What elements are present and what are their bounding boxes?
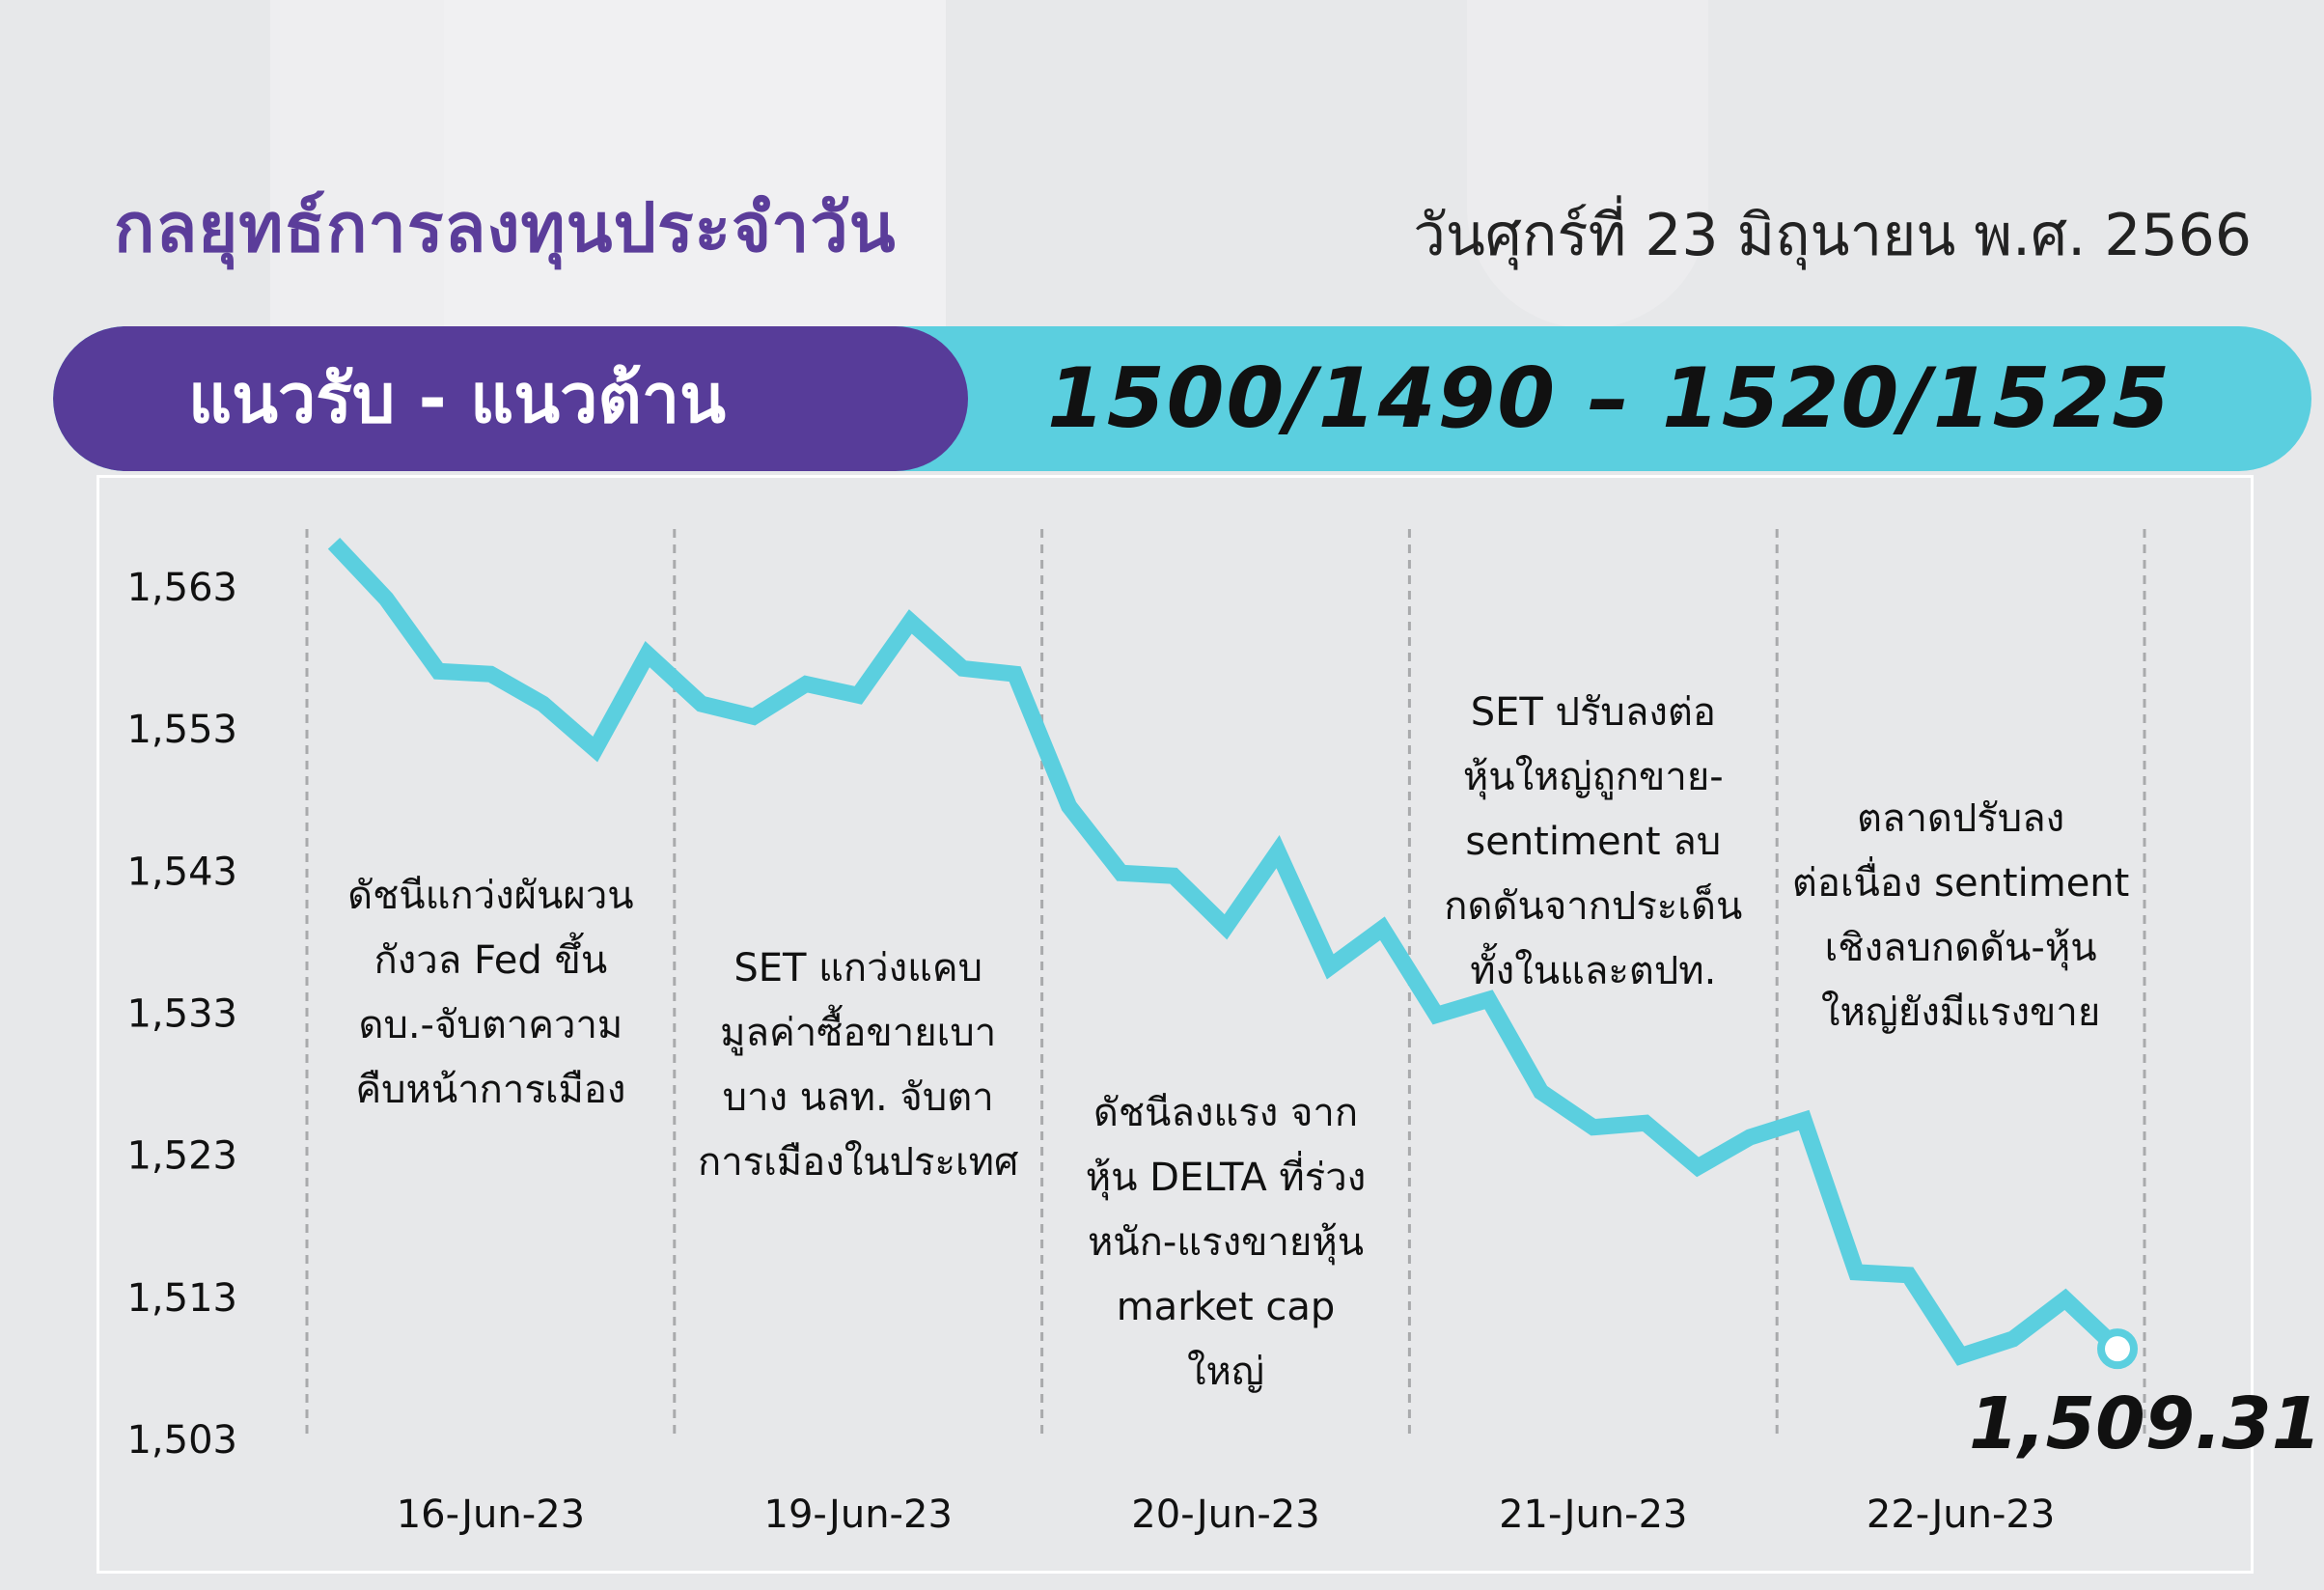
index-data-point: [857, 694, 859, 696]
support-resistance-band: แนวรับ - แนวต้าน 1500/1490 – 1520/1525: [53, 326, 2311, 471]
annotation-line: กดดันจากประเด็น: [1444, 884, 1743, 929]
day-annotation: ตลาดปรับลงต่อเนื่อง sentiment เชิงลบกดดัน…: [1778, 787, 2144, 1046]
index-series-line: [327, 537, 2123, 1366]
x-category-label: 19-Jun-23: [764, 1492, 953, 1537]
annotation-line: หนัก-แรงขายหุ้น: [1087, 1220, 1365, 1265]
index-data-point: [1381, 928, 1383, 930]
annotation-line: มูลค่าซื้อขายเบา: [720, 1011, 997, 1055]
y-tick-label: 1,533: [126, 992, 237, 1037]
index-data-point: [385, 598, 387, 600]
annotation-line: ดัชนีแกว่งผันผวน: [347, 874, 634, 918]
y-tick-label: 1,523: [126, 1134, 237, 1179]
index-data-point: [1960, 1355, 1962, 1357]
index-data-point: [1277, 851, 1279, 852]
background-decoration: [270, 0, 444, 328]
index-data-point: [595, 748, 596, 750]
index-data-point: [1592, 1127, 1594, 1129]
index-data-point: [1120, 872, 1122, 874]
background-decoration: [444, 0, 946, 328]
annotation-line: ต่อเนื่อง sentiment: [1791, 861, 2130, 906]
annotation-line: หุ้น DELTA ที่ร่วง: [1085, 1156, 1367, 1200]
y-tick-label: 1,553: [126, 708, 237, 752]
y-tick-label: 1,543: [126, 850, 237, 894]
x-category-label: 20-Jun-23: [1131, 1492, 1319, 1537]
index-data-point: [1014, 673, 1016, 675]
index-data-point: [2064, 1298, 2066, 1300]
index-data-point: [909, 621, 911, 623]
x-category-label: 22-Jun-23: [1867, 1492, 2055, 1537]
index-data-point: [1329, 965, 1331, 967]
day-annotation: SET แกว่งแคบมูลค่าซื้อขายเบาบาง นลท. จับ…: [675, 936, 1041, 1195]
index-data-point: [1435, 1014, 1437, 1016]
annotation-line: SET แกว่งแคบ: [733, 946, 983, 990]
report-date: วันศุกร์ที่ 23 มิถุนายน พ.ศ. 2566: [1413, 202, 2252, 269]
y-tick-label: 1,563: [126, 566, 237, 610]
support-resistance-label: แนวรับ - แนวต้าน: [188, 359, 726, 438]
annotation-line: บาง นลท. จับตา: [722, 1075, 994, 1120]
day-annotation: ดัชนีแกว่งผันผวนกังวล Fed ขึ้นดบ.-จับตาค…: [307, 864, 674, 1123]
day-annotation: SET ปรับลงต่อหุ้นใหญ่ถูกขาย-sentiment ลบ…: [1410, 681, 1777, 1004]
index-data-point: [1749, 1136, 1751, 1138]
index-data-point: [1173, 875, 1175, 877]
index-data-point: [1540, 1091, 1542, 1093]
index-data-point: [2012, 1338, 2014, 1340]
annotation-line: ใหญ่: [1187, 1350, 1264, 1394]
annotation-line: หุ้นใหญ่ถูกขาย-: [1462, 755, 1724, 799]
index-data-point: [1855, 1271, 1857, 1273]
annotation-line: ใหญ่ยังมีแรงขาย: [1820, 990, 2101, 1035]
annotation-line: sentiment ลบ: [1465, 820, 1722, 864]
last-point-marker: [2097, 1328, 2138, 1370]
chart-frame: [97, 475, 2254, 1574]
index-data-point: [489, 673, 491, 675]
index-data-point: [1068, 805, 1070, 807]
page-title: กลยุทธ์การลงทุนประจำวัน: [114, 188, 897, 267]
index-data-point: [1803, 1119, 1805, 1121]
index-data-point: [1645, 1122, 1646, 1124]
annotation-line: SET ปรับลงต่อ: [1470, 690, 1716, 735]
y-tick-label: 1,503: [126, 1418, 237, 1463]
support-resistance-value: 1500/1490 – 1520/1525: [1047, 350, 2172, 447]
y-tick-label: 1,513: [126, 1276, 237, 1321]
day-annotation: ดัชนีลงแรง จากหุ้น DELTA ที่ร่วงหนัก-แรง…: [1042, 1081, 1409, 1405]
index-data-point: [701, 703, 703, 705]
index-data-point: [437, 670, 439, 672]
annotation-line: ตลาดปรับลง: [1856, 796, 2065, 841]
background-decoration: [1467, 0, 1708, 328]
annotation-line: market cap: [1116, 1285, 1336, 1329]
annotation-line: ดบ.-จับตาความ: [358, 1003, 623, 1047]
index-data-point: [647, 654, 649, 656]
index-data-point: [542, 703, 544, 705]
annotation-line: กังวล Fed ขึ้น: [374, 938, 608, 983]
last-value-label: 1,509.31: [1969, 1382, 2322, 1465]
support-resistance-label-box: แนวรับ - แนวต้าน: [53, 326, 968, 471]
annotation-line: การเมืองในประเทศ: [697, 1140, 1019, 1185]
index-data-point: [805, 683, 807, 685]
index-data-point: [1697, 1166, 1699, 1168]
x-category-label: 21-Jun-23: [1499, 1492, 1687, 1537]
x-category-label: 16-Jun-23: [397, 1492, 585, 1537]
index-data-point: [961, 667, 963, 669]
index-data-point: [753, 715, 755, 717]
annotation-line: ทั้งในและตปท.: [1470, 949, 1717, 993]
index-data-point: [1907, 1274, 1909, 1276]
annotation-line: เชิงลบกดดัน-หุ้น: [1824, 926, 2097, 970]
index-data-point: [1225, 926, 1227, 928]
annotation-line: คืบหน้าการเมือง: [355, 1068, 626, 1112]
index-data-point: [333, 543, 335, 544]
annotation-line: ดัชนีลงแรง จาก: [1093, 1091, 1359, 1135]
